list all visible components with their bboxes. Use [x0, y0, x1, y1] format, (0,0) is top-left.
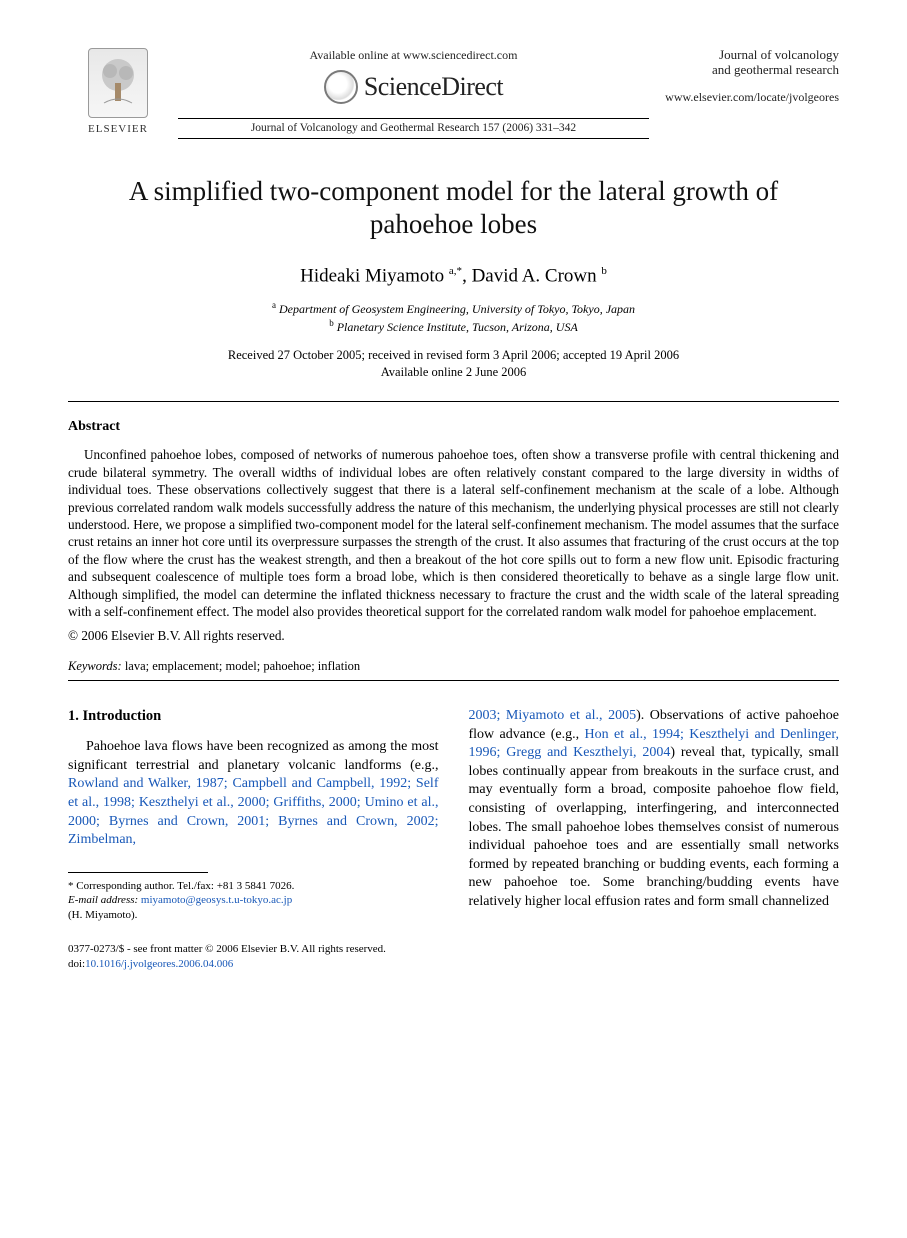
intro-para-right: 2003; Miyamoto et al., 2005). Observatio… — [469, 707, 840, 912]
authors-line: Hideaki Miyamoto a,*, David A. Crown b — [68, 264, 839, 289]
journal-name-line2: and geothermal research — [712, 62, 839, 77]
sciencedirect-logo: ScienceDirect — [178, 70, 649, 104]
header-divider-top — [178, 118, 649, 119]
article-title: A simplified two-component model for the… — [88, 175, 819, 243]
tree-icon — [96, 55, 140, 111]
page-header: ELSEVIER Available online at www.science… — [68, 48, 839, 141]
right-column: 2003; Miyamoto et al., 2005). Observatio… — [469, 707, 840, 972]
front-matter-line: 0377-0273/$ - see front matter © 2006 El… — [68, 942, 439, 957]
keywords-label: Keywords: — [68, 659, 122, 673]
intro-text-1: Pahoehoe lava flows have been recognized… — [68, 739, 439, 773]
author-2-affil-marker: b — [601, 265, 607, 277]
header-divider-bottom — [178, 138, 649, 139]
footnote-rule — [68, 872, 208, 873]
intro-text-3: ) reveal that, typically, small lobes co… — [469, 745, 840, 909]
bottom-matter: 0377-0273/$ - see front matter © 2006 El… — [68, 942, 439, 972]
section-1-heading: 1. Introduction — [68, 707, 439, 726]
abstract-body: Unconfined pahoehoe lobes, composed of n… — [68, 446, 839, 620]
journal-name: Journal of volcanology and geothermal re… — [659, 48, 839, 78]
citation-group-1b[interactable]: 2003; Miyamoto et al., 2005 — [469, 708, 637, 723]
abstract-bottom-rule — [68, 680, 839, 681]
author-1-affil-marker: a,* — [449, 265, 462, 277]
corr-email-link[interactable]: miyamoto@geosys.t.u-tokyo.ac.jp — [141, 894, 292, 906]
header-center: Available online at www.sciencedirect.co… — [168, 48, 659, 141]
elsevier-tree-icon — [88, 48, 148, 118]
email-label: E-mail address: — [68, 894, 138, 906]
author-1-name: Hideaki Miyamoto — [300, 265, 444, 286]
sciencedirect-text: ScienceDirect — [364, 70, 503, 104]
intro-para-left: Pahoehoe lava flows have been recognized… — [68, 738, 439, 850]
abstract-top-rule — [68, 401, 839, 402]
left-column: 1. Introduction Pahoehoe lava flows have… — [68, 707, 439, 972]
affiliation-b: Planetary Science Institute, Tucson, Ari… — [337, 320, 578, 334]
abstract-heading: Abstract — [68, 418, 839, 436]
abstract-copyright: © 2006 Elsevier B.V. All rights reserved… — [68, 627, 839, 644]
email-who: (H. Miyamoto). — [68, 908, 439, 922]
journal-citation: Journal of Volcanology and Geothermal Re… — [178, 121, 649, 136]
author-2-name: David A. Crown — [472, 265, 597, 286]
elsevier-label: ELSEVIER — [68, 122, 168, 136]
citation-group-1[interactable]: Rowland and Walker, 1987; Campbell and C… — [68, 776, 439, 847]
available-online-text: Available online at www.sciencedirect.co… — [178, 48, 649, 64]
doi-line: doi:10.1016/j.jvolgeores.2006.04.006 — [68, 957, 439, 972]
doi-label: doi: — [68, 958, 85, 970]
dates-online: Available online 2 June 2006 — [381, 365, 527, 379]
corr-author-line: * Corresponding author. Tel./fax: +81 3 … — [68, 879, 439, 893]
email-line: E-mail address: miyamoto@geosys.t.u-toky… — [68, 893, 439, 907]
body-columns: 1. Introduction Pahoehoe lava flows have… — [68, 707, 839, 972]
journal-name-line1: Journal of volcanology — [719, 47, 839, 62]
sciencedirect-swirl-icon — [324, 70, 358, 104]
corresponding-footnote: * Corresponding author. Tel./fax: +81 3 … — [68, 879, 439, 922]
dates-received: Received 27 October 2005; received in re… — [228, 348, 679, 362]
affiliation-a: Department of Geosystem Engineering, Uni… — [279, 302, 635, 316]
locate-url: www.elsevier.com/locate/jvolgeores — [659, 90, 839, 106]
header-right: Journal of volcanology and geothermal re… — [659, 48, 839, 105]
elsevier-logo-block: ELSEVIER — [68, 48, 168, 136]
abstract-text: Unconfined pahoehoe lobes, composed of n… — [68, 447, 839, 619]
affiliations: a Department of Geosystem Engineering, U… — [68, 299, 839, 335]
article-dates: Received 27 October 2005; received in re… — [68, 347, 839, 381]
doi-link[interactable]: 10.1016/j.jvolgeores.2006.04.006 — [85, 958, 233, 970]
keywords-line: Keywords: lava; emplacement; model; paho… — [68, 658, 839, 674]
keywords-text: lava; emplacement; model; pahoehoe; infl… — [122, 659, 360, 673]
